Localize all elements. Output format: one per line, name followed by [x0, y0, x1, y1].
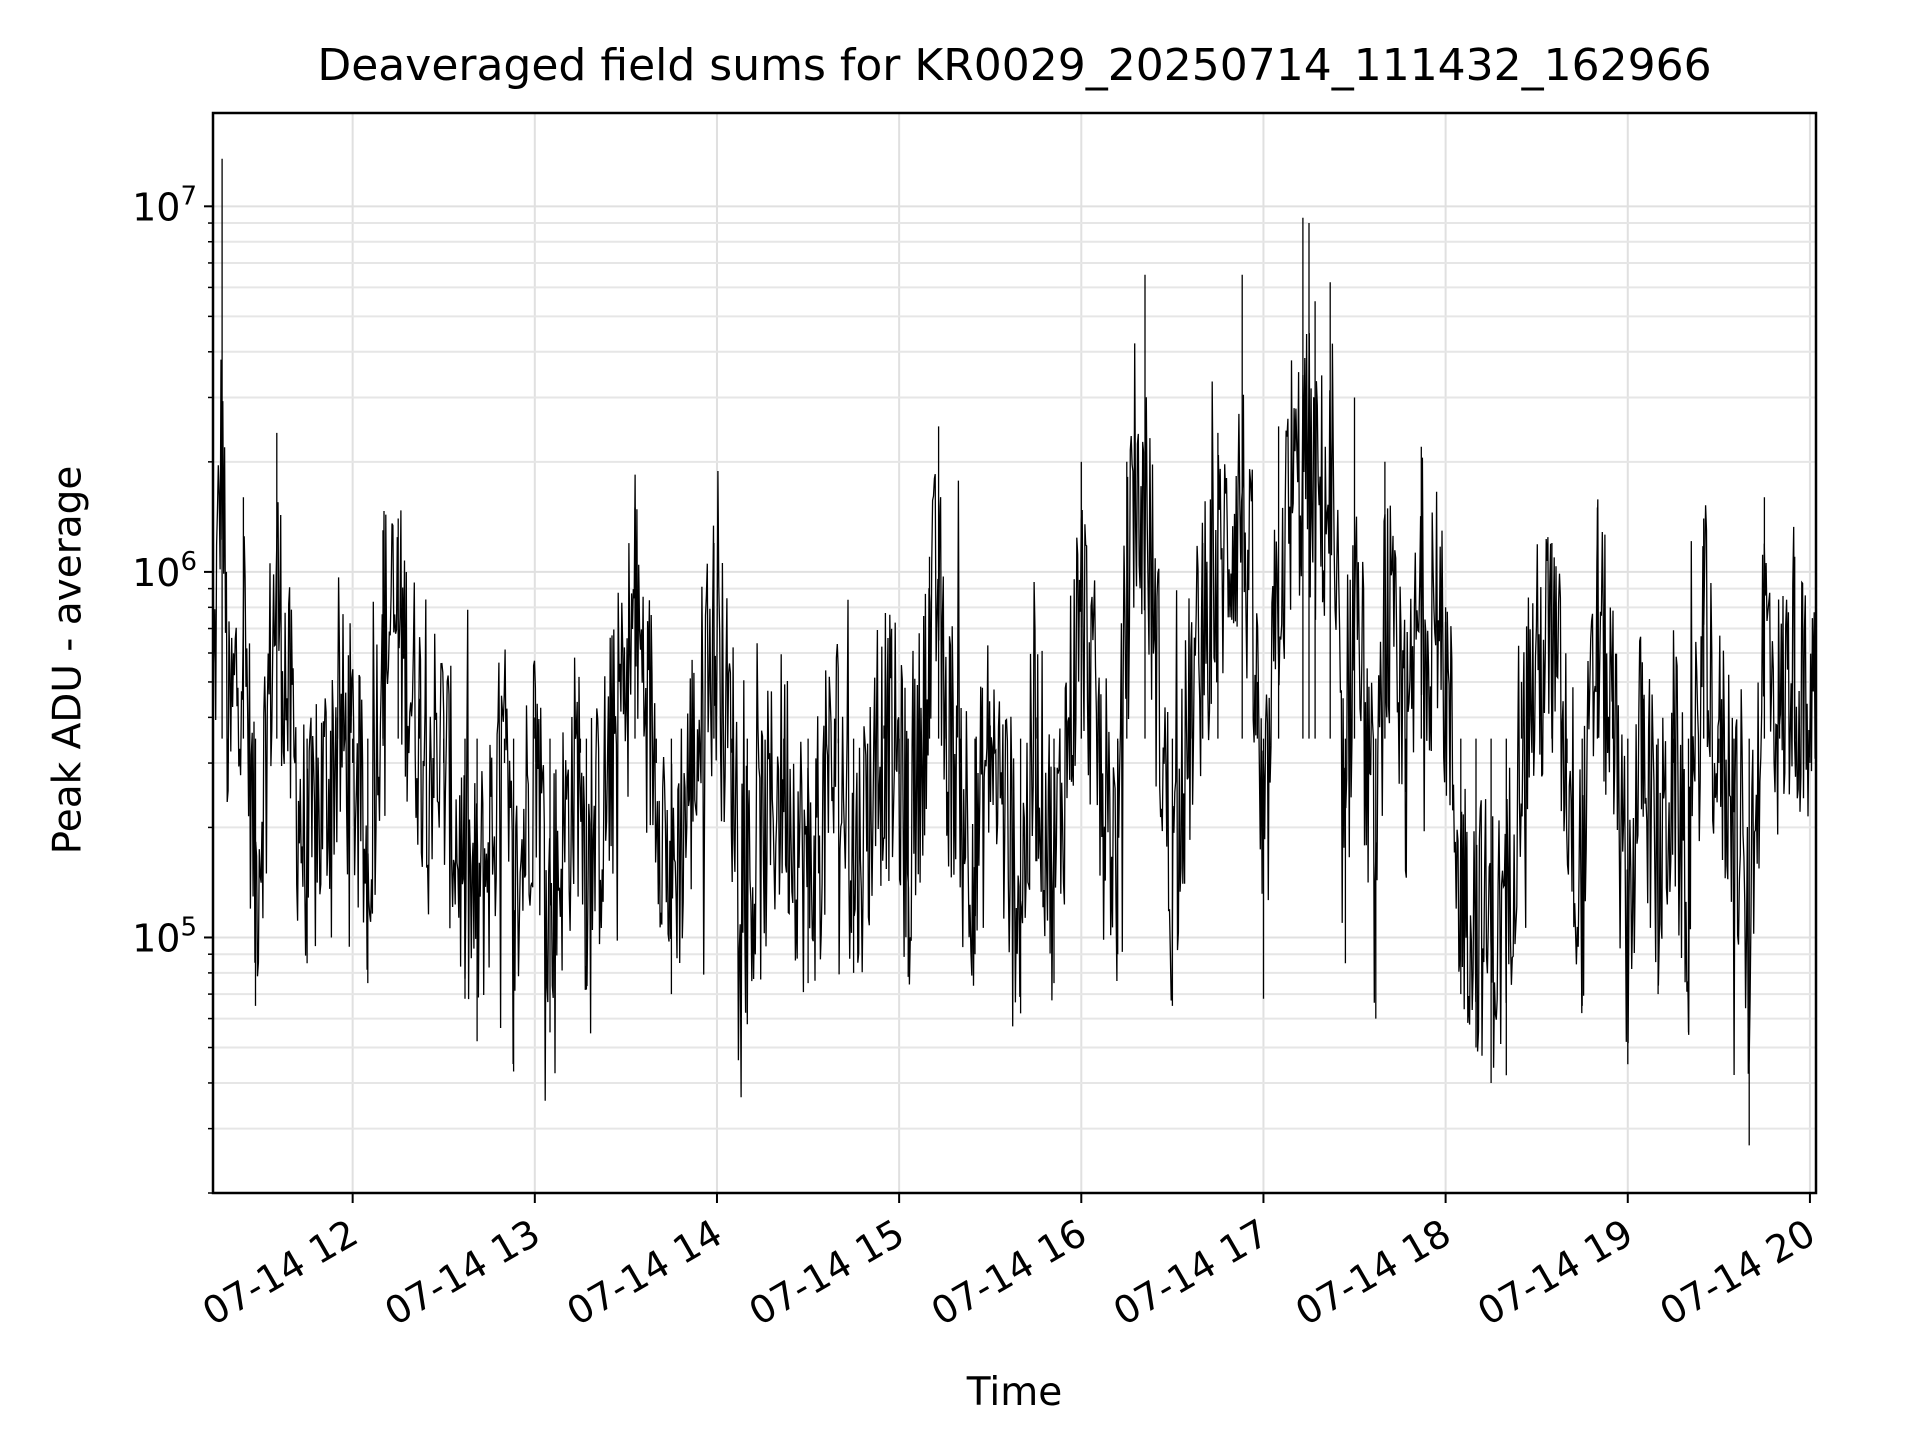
x-tick-label: 07-14 20 [1652, 1211, 1822, 1335]
series-line [212, 333, 1817, 1101]
x-tick-label: 07-14 19 [1470, 1211, 1640, 1335]
x-tick-label: 07-14 18 [1288, 1211, 1458, 1335]
y-tick-base: 10 [132, 916, 180, 960]
y-tick-exponent: 6 [180, 547, 197, 577]
y-tick-exponent: 5 [180, 912, 197, 942]
chart-title: Deaveraged field sums for KR0029_2025071… [317, 40, 1712, 91]
x-tick-label: 07-14 16 [924, 1211, 1094, 1335]
x-ticks: 07-14 12 07-14 13 07-14 14 07-14 15 07-14 16… [195, 1193, 1822, 1334]
x-tick-label: 07-14 14 [560, 1211, 730, 1335]
y-tick-label: 106 [132, 547, 197, 595]
y-tick-label: 105 [132, 912, 197, 960]
x-tick-label: 07-14 17 [1106, 1211, 1276, 1335]
y-tick-base: 10 [132, 185, 180, 229]
y-tick-exponent: 7 [180, 181, 197, 211]
y-tick-label: 107 [132, 181, 197, 229]
x-tick-label: 07-14 13 [377, 1211, 547, 1335]
minor-gridlines [213, 222, 1816, 1194]
y-tick-base: 10 [132, 551, 180, 595]
x-axis-label: Time [966, 1370, 1063, 1415]
x-tick-label: 07-14 12 [195, 1211, 365, 1335]
x-tick-label: 07-14 15 [742, 1211, 912, 1335]
